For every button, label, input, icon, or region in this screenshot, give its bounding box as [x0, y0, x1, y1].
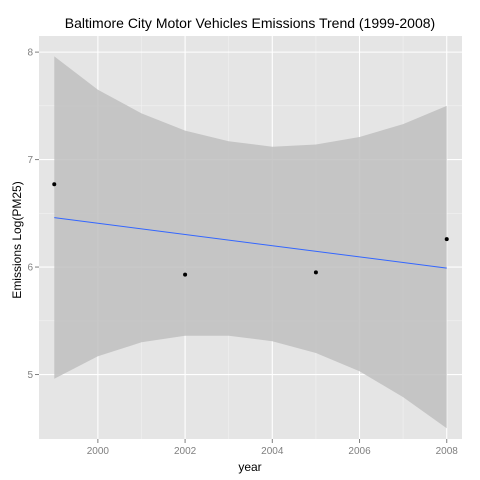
- x-axis-title: year: [238, 460, 261, 474]
- trend-line-layer: [54, 217, 447, 269]
- axis-ticks: 2000 2002 2004 2006 2008 5 6 7 8: [27, 48, 458, 457]
- data-point: [183, 272, 188, 277]
- trend-line: [54, 217, 447, 269]
- x-tick-label: 2004: [261, 446, 284, 457]
- data-points: [52, 182, 449, 277]
- confidence-ribbon: [54, 56, 447, 429]
- x-tick-label: 2006: [348, 446, 371, 457]
- x-tick-label: 2000: [87, 446, 110, 457]
- x-tick-label: 2008: [436, 446, 459, 457]
- y-tick-label: 5: [27, 370, 33, 381]
- data-point: [444, 237, 449, 242]
- chart-title: Baltimore City Motor Vehicles Emissions …: [65, 15, 435, 31]
- y-tick-label: 6: [27, 263, 33, 274]
- y-tick-label: 7: [27, 155, 33, 166]
- data-point: [52, 182, 57, 187]
- y-axis-title: Emissions Log(PM25): [10, 181, 24, 298]
- confidence-ribbon-layer: [54, 56, 447, 429]
- y-tick-label: 8: [27, 48, 33, 59]
- x-tick-label: 2002: [174, 446, 197, 457]
- data-point: [313, 270, 318, 275]
